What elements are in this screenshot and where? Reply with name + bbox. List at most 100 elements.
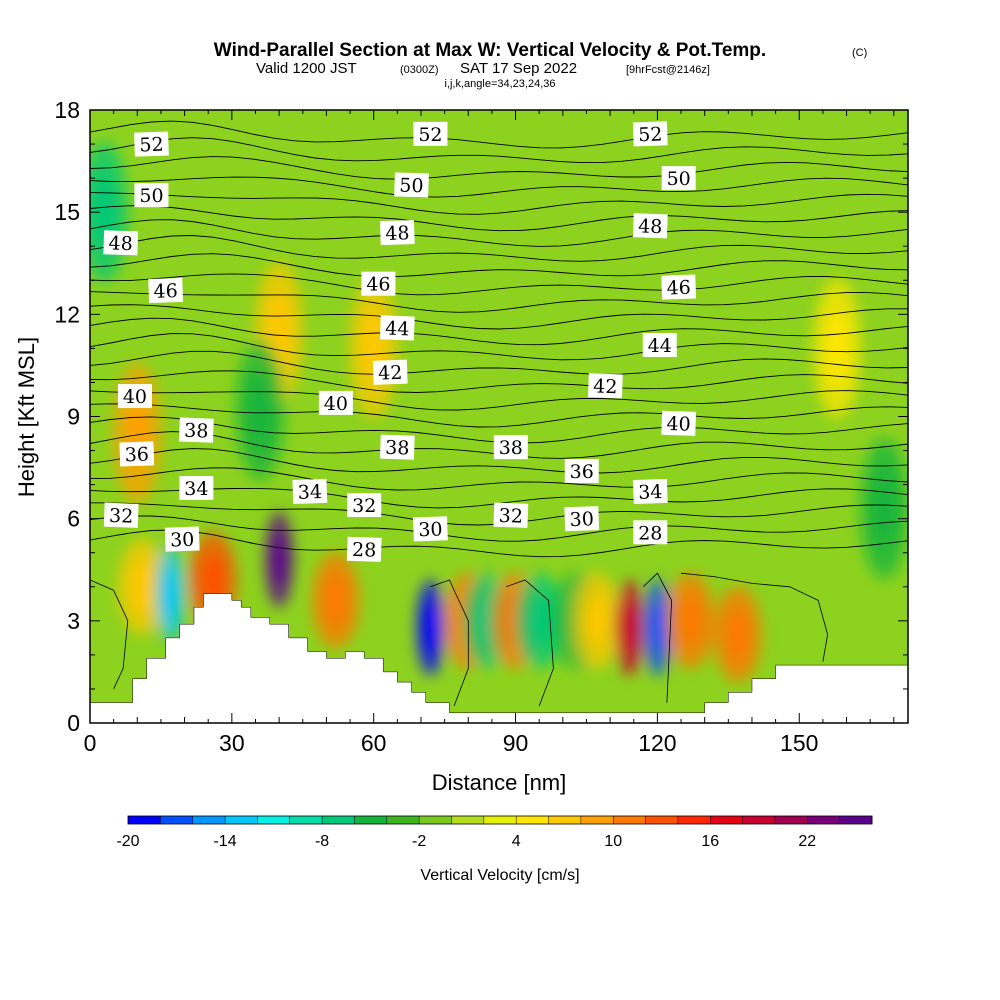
contour-label-text: 30 bbox=[418, 518, 443, 541]
contour-label-text: 32 bbox=[498, 505, 523, 528]
contour-label-box bbox=[292, 478, 328, 505]
contour-label: 46 bbox=[661, 274, 697, 300]
contour-label-box bbox=[347, 493, 382, 518]
contour-label: 38 bbox=[178, 417, 214, 443]
colorbar-swatch bbox=[257, 816, 291, 824]
x-tick-label: 30 bbox=[219, 730, 245, 756]
contour-label-text: 38 bbox=[184, 420, 209, 443]
colorbar-swatch bbox=[613, 816, 647, 824]
contour-label-box bbox=[394, 172, 429, 198]
contour-label-text: 46 bbox=[153, 280, 178, 303]
colorbar-tick-label: 22 bbox=[798, 833, 816, 850]
velocity-cell-core bbox=[476, 594, 498, 648]
contour-label-text: 42 bbox=[593, 375, 618, 398]
y-tick-labels: 0 3 6 9 12 15 18 bbox=[54, 97, 80, 736]
theta-contour bbox=[90, 317, 908, 346]
colorbar-swatch bbox=[774, 816, 808, 824]
colorbar-swatch bbox=[483, 816, 517, 824]
contour-label: 32 bbox=[493, 502, 529, 528]
theta-contour bbox=[90, 235, 908, 262]
contour-label: 52 bbox=[134, 131, 169, 157]
colorbar-swatch bbox=[419, 816, 452, 824]
copyright-mark: (C) bbox=[852, 47, 867, 59]
contour-label-text: 36 bbox=[570, 461, 594, 483]
colorbar-swatch bbox=[516, 816, 550, 824]
contour-label-box bbox=[564, 506, 600, 532]
contour-label-box bbox=[346, 536, 382, 562]
contour-label: 30 bbox=[564, 506, 600, 532]
axis-ticks bbox=[89, 109, 908, 724]
subtitle-forecast: [9hrFcst@2146z] bbox=[626, 64, 710, 76]
contour-label-text: 30 bbox=[569, 508, 594, 531]
colorbar-tick-label: -8 bbox=[315, 833, 329, 850]
contour-label-text: 52 bbox=[418, 124, 442, 146]
velocity-cell-core bbox=[727, 608, 749, 661]
contour-label-text: 48 bbox=[638, 215, 663, 238]
colorbar-swatch bbox=[289, 816, 323, 824]
contour-label-box bbox=[493, 502, 529, 528]
contour-label: 32 bbox=[347, 493, 382, 518]
contour-label-text: 46 bbox=[366, 274, 390, 296]
contour-label: 42 bbox=[372, 359, 408, 385]
contour-label: 30 bbox=[413, 516, 448, 542]
theta-contour bbox=[90, 370, 908, 393]
contour-label-box bbox=[632, 478, 668, 505]
contour-label-text: 32 bbox=[109, 505, 134, 528]
colorbar-tick-label: 4 bbox=[512, 833, 521, 850]
colorbar-swatch bbox=[645, 816, 679, 824]
contour-label-text: 48 bbox=[385, 222, 410, 245]
x-axis-label: Distance [nm] bbox=[432, 770, 567, 795]
theta-contour bbox=[90, 205, 908, 232]
zero-velocity-contours bbox=[90, 572, 829, 707]
contour-label-box bbox=[117, 384, 152, 409]
colorbar-swatch bbox=[225, 816, 258, 824]
contour-label-box bbox=[493, 435, 528, 460]
contour-label-text: 28 bbox=[638, 522, 662, 544]
terrain-mask bbox=[90, 593, 908, 723]
contour-label-box bbox=[661, 166, 696, 191]
theta-contour bbox=[90, 273, 908, 296]
x-tick-label: 120 bbox=[638, 730, 676, 756]
contour-label-box bbox=[587, 373, 623, 399]
theta-contour bbox=[90, 156, 908, 180]
zero-contour bbox=[642, 572, 673, 703]
contour-label: 28 bbox=[346, 536, 382, 562]
contour-label-text: 38 bbox=[385, 437, 410, 460]
colorbar-tick-label: 16 bbox=[701, 833, 719, 850]
contour-label: 34 bbox=[632, 478, 668, 505]
zero-contour bbox=[430, 579, 469, 707]
contour-label-text: 42 bbox=[378, 362, 403, 385]
colorbar-swatch bbox=[742, 816, 776, 824]
contour-label: 34 bbox=[179, 476, 214, 501]
colorbar-swatch bbox=[710, 816, 744, 824]
contour-label: 46 bbox=[148, 277, 184, 304]
colorbar bbox=[127, 815, 873, 825]
theta-contour bbox=[90, 176, 908, 198]
colorbar-tick-label: -20 bbox=[116, 833, 139, 850]
contour-label-text: 40 bbox=[324, 393, 348, 415]
contour-label: 40 bbox=[117, 384, 152, 409]
contour-label-text: 30 bbox=[170, 529, 195, 552]
velocity-cell-core bbox=[164, 567, 177, 620]
theta-contour bbox=[90, 291, 908, 313]
zero-contour bbox=[90, 579, 129, 690]
contour-label-box bbox=[413, 516, 448, 542]
theta-contour bbox=[90, 219, 908, 247]
y-tick-label: 12 bbox=[54, 301, 80, 327]
contour-label: 30 bbox=[164, 526, 200, 552]
colorbar-tick-label: 10 bbox=[604, 833, 622, 850]
contour-label-box bbox=[632, 213, 668, 239]
x-tick-label: 60 bbox=[361, 730, 387, 756]
contour-label-box bbox=[372, 359, 408, 385]
velocity-cell-core bbox=[528, 594, 550, 648]
theta-contour bbox=[90, 333, 908, 361]
x-tick-label: 0 bbox=[84, 730, 97, 756]
y-axis-label: Height [Kft MSL] bbox=[14, 337, 39, 497]
velocity-field bbox=[90, 142, 908, 683]
contour-label-box bbox=[119, 441, 155, 467]
contour-label: 44 bbox=[642, 332, 677, 357]
subtitle-valid: Valid 1200 JST bbox=[256, 60, 357, 77]
contour-label-box bbox=[633, 520, 668, 545]
colorbar-frame bbox=[127, 815, 873, 825]
contour-labels: 5250484640383634323052504846444240383432… bbox=[103, 121, 697, 562]
